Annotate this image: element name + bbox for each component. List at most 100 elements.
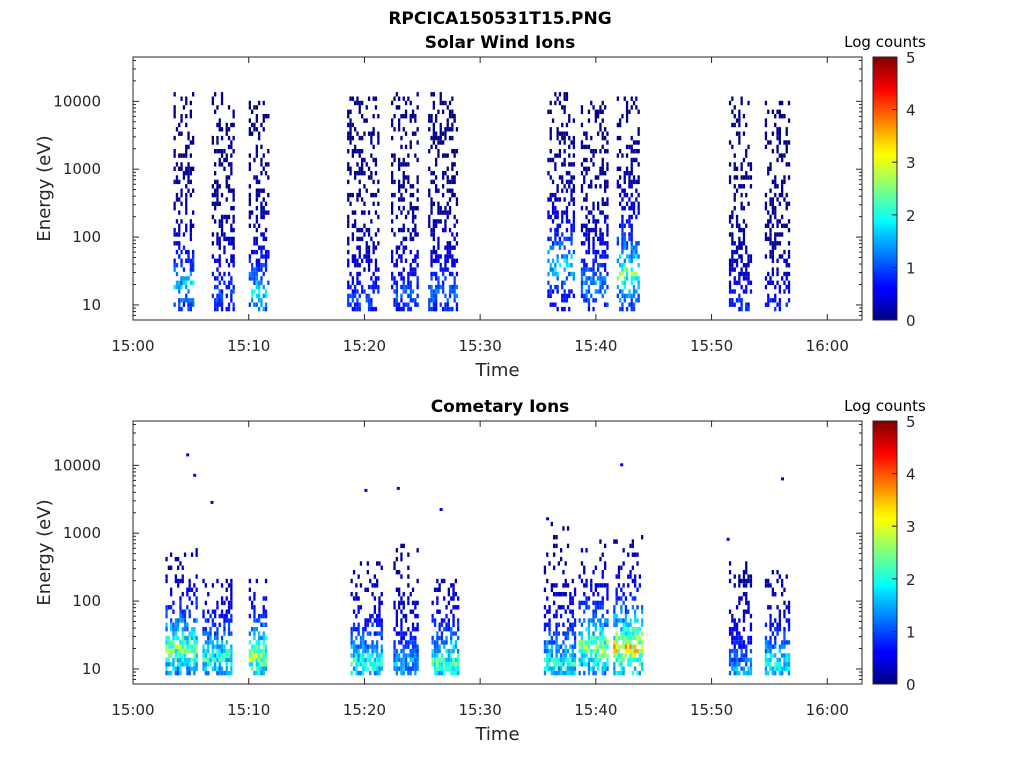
cometary-cell-1 xyxy=(211,609,214,614)
solar-wind-cell-9 xyxy=(745,306,748,312)
solar-wind-cell-3 xyxy=(347,192,350,198)
solar-wind-cell-7 xyxy=(594,184,597,189)
solar-wind-cell-5 xyxy=(437,140,440,145)
solar-wind-cell-6 xyxy=(556,276,559,281)
cometary-cell-7 xyxy=(580,662,584,667)
solar-wind-cell-3 xyxy=(356,149,359,154)
solar-wind-cell-3 xyxy=(377,131,380,136)
solar-wind-cell-2 xyxy=(248,100,251,106)
cometary-cell-10 xyxy=(787,662,791,667)
cometary-cell-1 xyxy=(204,653,207,658)
solar-wind-cell-4 xyxy=(409,298,412,303)
solar-wind-cell-5 xyxy=(451,245,454,250)
cometary-cell-9 xyxy=(749,662,753,667)
cometary-cell-1 xyxy=(230,592,233,597)
solar-wind-cell-6 xyxy=(568,118,571,123)
cometary-cell-7 xyxy=(594,670,597,676)
solar-wind-cell-10 xyxy=(769,249,772,255)
solar-wind-cell-9 xyxy=(733,206,736,211)
cometary-cell-0 xyxy=(188,578,191,584)
solar-wind-cell-6 xyxy=(549,236,552,242)
solar-wind-cell-0 xyxy=(178,166,181,171)
cometary-cell-6 xyxy=(560,605,563,610)
solar-wind-cell-0 xyxy=(178,241,181,246)
solar-wind-cell-1 xyxy=(230,153,233,158)
solar-wind-cell-7 xyxy=(587,144,591,150)
cometary-cell-1 xyxy=(218,662,221,667)
cometary-cell-6 xyxy=(543,657,547,663)
cometary-cell-6 xyxy=(566,627,570,632)
solar-wind-cell-4 xyxy=(416,206,419,211)
solar-wind-cell-6 xyxy=(570,162,573,167)
solar-wind-cell-6 xyxy=(563,210,566,215)
cometary-cell-3 xyxy=(355,657,358,663)
solar-wind-cell-1 xyxy=(211,254,214,259)
solar-wind-cell-2 xyxy=(267,254,270,259)
cometary-cell-0 xyxy=(177,657,180,663)
solar-wind-cell-1 xyxy=(230,206,233,211)
cometary-cell-5 xyxy=(445,613,448,619)
cometary-cell-6 xyxy=(553,666,556,671)
solar-wind-cell-7 xyxy=(597,175,600,180)
cometary-cell-7 xyxy=(594,640,597,645)
solar-wind-cell-5 xyxy=(432,298,435,303)
solar-wind-cell-6 xyxy=(561,284,564,290)
solar-wind-cell-4 xyxy=(395,258,398,263)
solar-wind-cell-3 xyxy=(351,289,354,294)
solar-wind-cell-3 xyxy=(372,127,375,132)
cometary-cell-8 xyxy=(622,635,625,641)
solar-wind-cell-10 xyxy=(787,298,791,303)
cometary-cell-9 xyxy=(749,574,753,579)
cometary-cell-4 xyxy=(393,605,396,610)
solar-wind-cell-4 xyxy=(411,192,415,198)
solar-wind-cell-0 xyxy=(175,284,179,290)
cometary-cell-0 xyxy=(179,644,182,649)
cometary-cell-3 xyxy=(376,613,379,619)
solar-wind-cell-0 xyxy=(175,162,179,167)
cometary-cell-10 xyxy=(783,627,786,632)
solar-wind-cell-5 xyxy=(430,254,433,259)
cometary-cell-8 xyxy=(620,653,623,658)
cometary-isolated-point-9 xyxy=(781,477,784,481)
solar-wind-cell-0 xyxy=(180,192,183,198)
cometary-cell-5 xyxy=(443,670,446,676)
cometary-cell-7 xyxy=(604,653,607,658)
solar-wind-cell-5 xyxy=(448,293,452,299)
solar-wind-cell-6 xyxy=(558,140,562,145)
cometary-cell-8 xyxy=(631,565,634,570)
solar-wind-cell-7 xyxy=(599,166,602,171)
solar-wind-cell-9 xyxy=(745,249,748,255)
solar-wind-cell-5 xyxy=(428,302,431,307)
solar-wind-cell-10 xyxy=(769,298,772,303)
cometary-cell-7 xyxy=(604,648,607,654)
solar-wind-cell-4 xyxy=(409,271,412,277)
cometary-cell-0 xyxy=(179,609,182,614)
solar-wind-cell-3 xyxy=(347,179,350,185)
cometary-cell-3 xyxy=(350,627,353,632)
solar-wind-cell-5 xyxy=(439,135,442,141)
cometary-cell-0 xyxy=(183,609,187,614)
solar-wind-cell-1 xyxy=(227,280,231,285)
solar-wind-cell-9 xyxy=(738,140,741,145)
solar-wind-cell-10 xyxy=(781,100,784,106)
solar-wind-cell-6 xyxy=(551,219,555,224)
cometary-cell-0 xyxy=(174,666,177,671)
solar-wind-cell-2 xyxy=(267,175,270,180)
solar-wind-cell-7 xyxy=(583,131,586,136)
cometary-cell-4 xyxy=(395,648,398,654)
solar-wind-cell-3 xyxy=(363,289,366,294)
solar-wind-cell-8 xyxy=(630,192,633,198)
solar-wind-cell-3 xyxy=(351,192,354,198)
solar-wind-cell-4 xyxy=(407,175,410,180)
cometary-cell-4 xyxy=(411,587,415,592)
solar-wind-cell-2 xyxy=(260,171,263,176)
cometary-cell-3 xyxy=(352,627,356,632)
cometary-cell-7 xyxy=(601,596,604,601)
solar-wind-cell-5 xyxy=(432,127,435,132)
solar-wind-cell-6 xyxy=(547,214,550,220)
cometary-cell-6 xyxy=(555,662,558,667)
solar-wind-cell-3 xyxy=(365,245,368,250)
solar-wind-cell-2 xyxy=(260,245,263,250)
solar-wind-cell-7 xyxy=(599,127,602,132)
cometary-cell-8 xyxy=(617,583,621,588)
